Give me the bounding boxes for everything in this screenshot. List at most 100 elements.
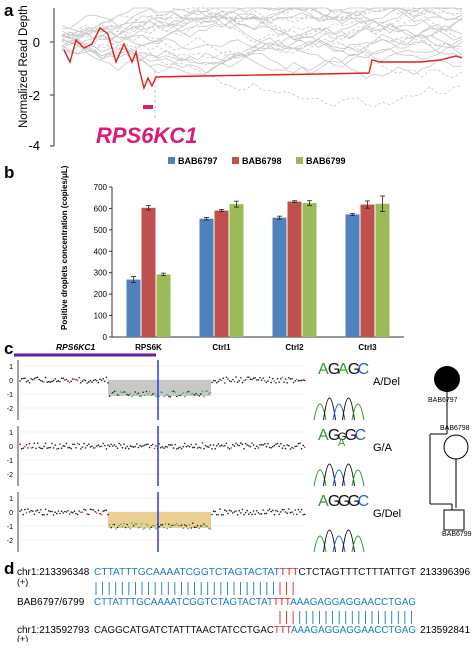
cnv-dot bbox=[288, 444, 290, 447]
cnv-dot bbox=[30, 378, 32, 380]
cnv-dot bbox=[222, 514, 224, 516]
cnv-dot bbox=[32, 446, 34, 449]
cnv-dot bbox=[163, 396, 165, 398]
row1-sequence: CTTATTTGCAAAATCGGTCTAGTACTAT TTTCTCTAGTTT… bbox=[94, 567, 416, 578]
cnv-dot bbox=[232, 378, 234, 381]
cnv-dot bbox=[96, 379, 98, 382]
cnv-dot bbox=[174, 443, 176, 446]
cnv-dot bbox=[284, 511, 287, 513]
cnv-dot bbox=[249, 378, 252, 380]
cnv-dot bbox=[20, 378, 23, 380]
cnv-dot bbox=[281, 508, 284, 511]
cnv-dot bbox=[208, 446, 210, 448]
cnv-dot bbox=[132, 524, 135, 527]
cnv-dot bbox=[251, 513, 253, 516]
background-trace bbox=[61, 42, 463, 75]
row2-seq-blue: CTTATTTGCAAAATCGGTCTAGTACTAT bbox=[94, 597, 273, 608]
cnv-dot bbox=[54, 511, 56, 513]
cnv-dot bbox=[28, 381, 31, 384]
cnv-dot bbox=[161, 446, 164, 448]
cnv-dot bbox=[142, 528, 144, 530]
cnv-dot bbox=[140, 395, 143, 397]
cnv-dot bbox=[99, 512, 101, 515]
cnv-dot bbox=[60, 447, 63, 449]
cnv-dot bbox=[120, 523, 122, 526]
cnv-dot bbox=[112, 523, 114, 526]
cnv-dot bbox=[203, 523, 205, 525]
cnv-dot bbox=[140, 523, 143, 525]
cnv-dot bbox=[107, 444, 109, 446]
cnv-dot bbox=[91, 508, 93, 511]
cnv-dot bbox=[246, 444, 248, 446]
cnv-dot bbox=[40, 509, 42, 511]
panel-c-gene-label: RPS6KC1 bbox=[56, 342, 95, 352]
panel-b-bar bbox=[272, 217, 287, 337]
background-trace bbox=[61, 10, 463, 56]
cnv-dot bbox=[76, 513, 79, 516]
cnv-dot bbox=[27, 508, 29, 510]
panel-a-deletion-marker bbox=[143, 105, 153, 109]
chromatogram-base-letter: A bbox=[338, 361, 349, 378]
cnv-dot bbox=[139, 395, 141, 397]
cnv-dot bbox=[244, 511, 247, 514]
cnv-dot bbox=[164, 445, 167, 448]
cnv-dot bbox=[270, 381, 273, 384]
cnv-dot bbox=[144, 527, 146, 529]
cnv-dot bbox=[94, 378, 96, 381]
cnv-dot bbox=[294, 380, 297, 382]
cnv-dot bbox=[134, 445, 136, 448]
cnv-ytick-label: 0 bbox=[9, 378, 13, 385]
cnv-dot bbox=[273, 513, 276, 516]
cnv-dot bbox=[148, 446, 151, 449]
cnv-dot bbox=[113, 523, 116, 526]
cnv-dot bbox=[163, 447, 165, 449]
cnv-dot bbox=[249, 446, 252, 448]
cnv-dot bbox=[195, 443, 197, 445]
cnv-dot bbox=[123, 522, 125, 525]
cnv-dot bbox=[300, 379, 303, 382]
cnv-dot bbox=[52, 379, 55, 382]
cnv-dot bbox=[262, 509, 265, 511]
cnv-dot bbox=[288, 377, 290, 379]
cnv-dot bbox=[248, 445, 250, 447]
cnv-dot bbox=[289, 448, 292, 450]
cnv-dot bbox=[126, 393, 128, 396]
cnv-dot bbox=[292, 381, 295, 384]
cnv-dot bbox=[153, 525, 156, 527]
cnv-dot bbox=[32, 510, 34, 512]
cnv-dot bbox=[235, 510, 237, 512]
cnv-dot bbox=[193, 446, 196, 449]
cnv-dot bbox=[142, 445, 144, 447]
cnv-dot bbox=[259, 444, 261, 446]
cnv-dot bbox=[92, 509, 95, 511]
cnv-dot bbox=[22, 447, 25, 449]
cnv-dot bbox=[171, 524, 173, 527]
cnv-dot bbox=[187, 527, 189, 530]
cnv-dot bbox=[233, 511, 236, 513]
cnv-dot bbox=[152, 443, 154, 446]
cnv-dot bbox=[28, 511, 31, 513]
cnv-dot bbox=[166, 446, 168, 448]
cnv-dot bbox=[137, 392, 140, 395]
cnv-dot bbox=[289, 511, 292, 514]
cnv-dot bbox=[64, 379, 66, 381]
cnv-dot bbox=[81, 380, 84, 382]
panel-b-ytick-label: 600 bbox=[94, 204, 108, 213]
cnv-dot bbox=[40, 447, 42, 449]
cnv-dot bbox=[260, 379, 263, 381]
cnv-dot bbox=[83, 379, 85, 381]
cnv-dot bbox=[176, 522, 178, 525]
cnv-dot bbox=[168, 523, 170, 526]
cnv-dot bbox=[148, 528, 151, 530]
cnv-dot bbox=[171, 390, 173, 392]
cnv-dot bbox=[43, 513, 45, 516]
pedigree-unaffected-male bbox=[443, 509, 465, 531]
panel-a-ytick-label-0: 0 bbox=[33, 35, 40, 50]
panel-b-legend-label: BAB6797 bbox=[178, 156, 218, 166]
cnv-dot bbox=[116, 447, 119, 449]
cnv-dot bbox=[68, 513, 71, 515]
cnv-dot bbox=[38, 378, 40, 381]
cnv-dot bbox=[59, 380, 61, 383]
cnv-dot bbox=[112, 392, 114, 394]
